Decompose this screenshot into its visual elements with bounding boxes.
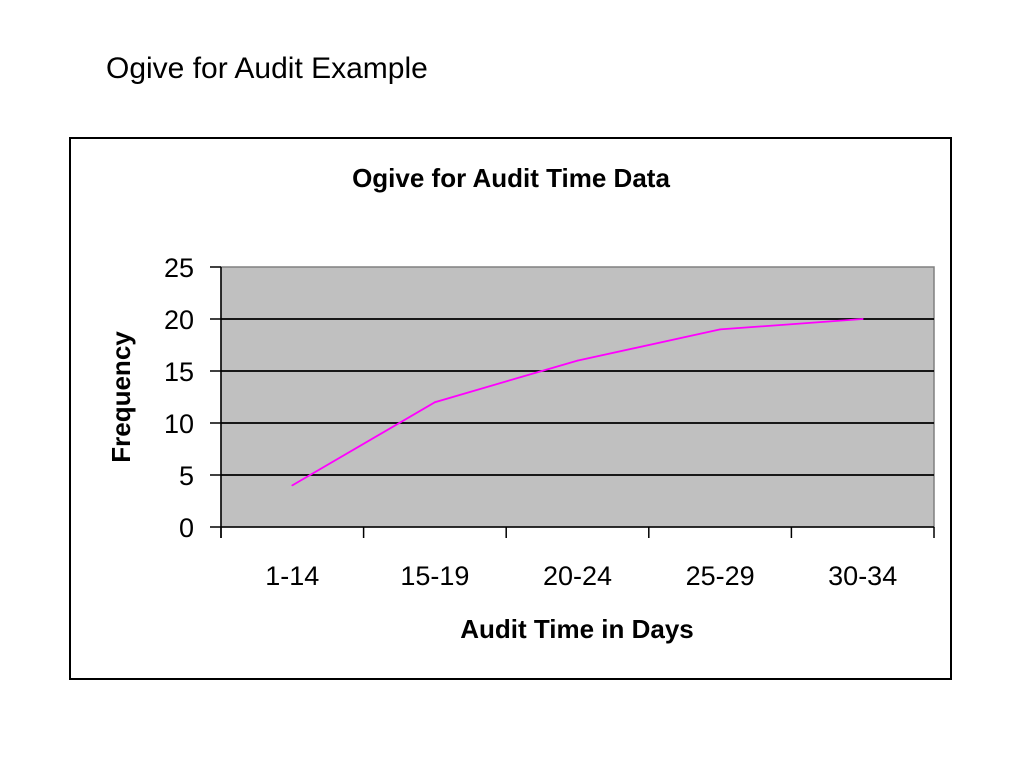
chart-title: Ogive for Audit Time Data — [352, 163, 670, 193]
x-tick-label: 25-29 — [686, 561, 755, 591]
y-axis-title: Frequency — [106, 331, 136, 463]
x-axis-title: Audit Time in Days — [460, 614, 694, 644]
gridlines — [221, 318, 934, 476]
plot-area — [220, 266, 935, 528]
slide-title: Ogive for Audit Example — [106, 52, 428, 85]
x-axis: 1-14 15-19 20-24 25-29 30-34 — [220, 526, 935, 591]
data-point — [576, 359, 579, 362]
x-tick-label: 15-19 — [400, 561, 469, 591]
y-tick-label: 5 — [179, 461, 194, 491]
y-tick-label: 25 — [164, 253, 194, 283]
data-point — [291, 484, 294, 487]
y-tick-label: 15 — [164, 357, 194, 387]
data-series — [291, 318, 864, 487]
data-point — [719, 328, 721, 331]
y-tick-label: 10 — [164, 409, 194, 439]
x-tick-label: 30-34 — [828, 561, 897, 591]
x-tick-label: 1-14 — [265, 561, 319, 591]
data-point — [861, 318, 864, 320]
y-tick-label: 20 — [164, 305, 194, 335]
y-tick-label: 0 — [179, 513, 194, 543]
y-axis: 0 5 10 15 20 25 — [164, 253, 222, 543]
data-point — [434, 401, 436, 404]
x-tick-label: 20-24 — [543, 561, 612, 591]
